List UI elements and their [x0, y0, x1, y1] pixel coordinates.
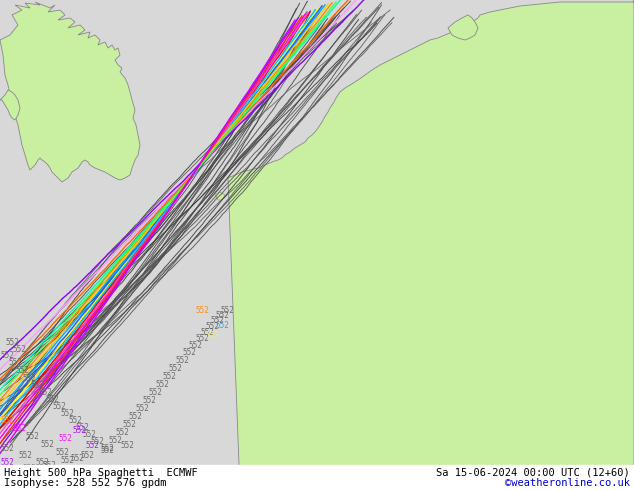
Text: 552: 552 — [42, 461, 56, 469]
Text: 552: 552 — [0, 458, 14, 466]
Text: 552: 552 — [38, 388, 52, 396]
Text: 552: 552 — [60, 456, 74, 465]
Text: 552: 552 — [25, 432, 39, 441]
Text: 552: 552 — [168, 364, 182, 372]
Text: 552: 552 — [195, 305, 209, 315]
Text: 552: 552 — [100, 443, 114, 452]
Text: 552: 552 — [90, 437, 104, 445]
Text: 552: 552 — [5, 470, 19, 480]
Text: 552: 552 — [40, 440, 54, 448]
Text: 552: 552 — [52, 401, 66, 411]
Text: 552: 552 — [58, 434, 72, 442]
Text: 552: 552 — [0, 416, 14, 424]
Text: 552: 552 — [128, 412, 142, 420]
Text: 552: 552 — [122, 419, 136, 428]
Text: 552: 552 — [162, 371, 176, 381]
Text: 552: 552 — [175, 356, 189, 365]
Text: 552: 552 — [30, 381, 44, 390]
Text: 552: 552 — [135, 403, 149, 413]
Text: 552: 552 — [220, 305, 234, 315]
Text: 552: 552 — [60, 409, 74, 417]
Polygon shape — [215, 192, 225, 200]
Text: 552: 552 — [72, 425, 86, 435]
Text: 552: 552 — [200, 327, 214, 337]
Bar — [0, 465, 634, 490]
Text: 552: 552 — [100, 445, 114, 455]
Text: Height 500 hPa Spaghetti  ECMWF: Height 500 hPa Spaghetti ECMWF — [4, 467, 198, 477]
Text: 552: 552 — [22, 373, 36, 383]
Text: 552: 552 — [70, 454, 84, 463]
Text: 552: 552 — [215, 320, 229, 329]
Text: 552: 552 — [205, 321, 219, 330]
Text: 552: 552 — [195, 334, 209, 343]
Text: Sa 15-06-2024 00:00 UTC (12+60): Sa 15-06-2024 00:00 UTC (12+60) — [436, 467, 630, 477]
Text: 552: 552 — [15, 366, 29, 374]
Polygon shape — [0, 90, 20, 120]
Text: 552: 552 — [188, 341, 202, 349]
Text: 552: 552 — [75, 422, 89, 432]
Text: 552: 552 — [35, 458, 49, 466]
Polygon shape — [448, 15, 478, 40]
Text: 552: 552 — [108, 436, 122, 444]
Text: 552: 552 — [5, 338, 19, 346]
Text: 552: 552 — [68, 416, 82, 424]
Text: 552: 552 — [0, 350, 14, 360]
Text: 552: 552 — [182, 347, 196, 357]
Text: 552: 552 — [80, 450, 94, 460]
Text: ©weatheronline.co.uk: ©weatheronline.co.uk — [505, 477, 630, 488]
Text: 552: 552 — [210, 316, 224, 324]
Text: 552: 552 — [115, 427, 129, 437]
Text: 552: 552 — [55, 466, 69, 474]
Text: 552: 552 — [55, 447, 69, 457]
Polygon shape — [0, 2, 140, 182]
Text: 552: 552 — [12, 423, 26, 433]
Text: 552: 552 — [148, 388, 162, 396]
Text: 552: 552 — [22, 464, 36, 472]
Text: 552: 552 — [45, 394, 59, 403]
Text: 552: 552 — [82, 430, 96, 439]
Text: 552: 552 — [215, 311, 229, 319]
Text: 552: 552 — [142, 395, 156, 405]
Text: 552: 552 — [120, 441, 134, 449]
Text: Isophyse: 528 552 576 gpdm: Isophyse: 528 552 576 gpdm — [4, 477, 167, 488]
Text: 552: 552 — [0, 443, 14, 452]
Text: 552: 552 — [205, 330, 219, 340]
Text: 552: 552 — [12, 344, 26, 353]
Text: 552: 552 — [18, 450, 32, 460]
Polygon shape — [228, 0, 634, 490]
Text: 552: 552 — [85, 441, 99, 449]
Text: 552: 552 — [0, 466, 14, 474]
Text: 552: 552 — [8, 358, 22, 367]
Text: 552: 552 — [30, 467, 44, 476]
Text: 552: 552 — [155, 379, 169, 389]
